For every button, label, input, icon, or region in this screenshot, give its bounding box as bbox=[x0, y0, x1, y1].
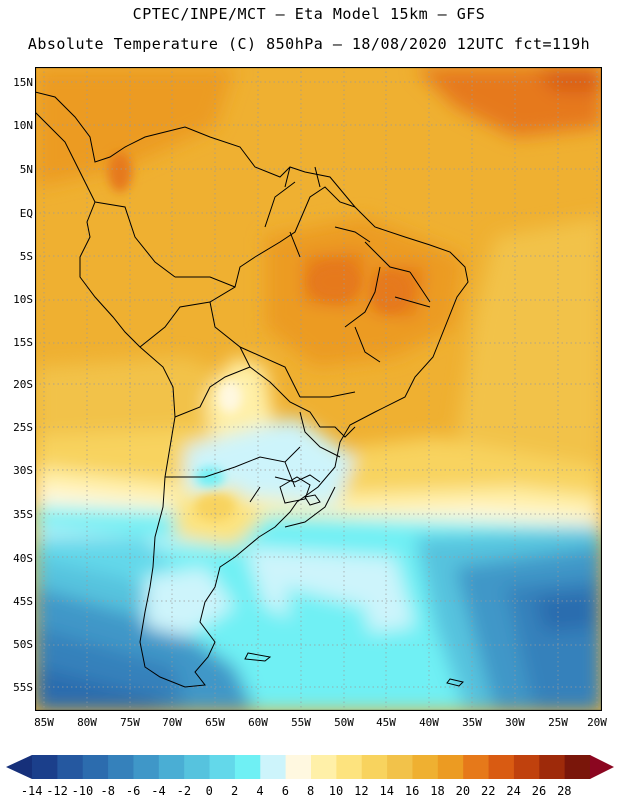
colorbar-label: 16 bbox=[404, 784, 420, 798]
colorbar-label: 4 bbox=[256, 784, 264, 798]
colorbar-label: 28 bbox=[557, 784, 572, 798]
colorbar-swatch bbox=[564, 755, 591, 779]
colorbar-label: -4 bbox=[151, 784, 166, 798]
map-title-line-2: Absolute Temperature (C) 850hPa – 18/08/… bbox=[27, 35, 591, 53]
lon-label: 30W bbox=[505, 716, 525, 729]
colorbar-swatch bbox=[184, 755, 210, 779]
colorbar-label: 2 bbox=[230, 784, 239, 798]
lat-label: 45S bbox=[13, 595, 33, 608]
lon-label: 75W bbox=[120, 716, 140, 729]
colorbar-swatch bbox=[311, 755, 337, 779]
colorbar-swatch bbox=[488, 755, 515, 779]
colorbar-label: -12 bbox=[46, 784, 68, 798]
colorbar-swatch bbox=[133, 755, 160, 779]
colorbar-swatch bbox=[82, 755, 109, 779]
colorbar-swatch bbox=[412, 755, 439, 779]
colorbar-label: 8 bbox=[307, 784, 315, 798]
lat-label: 30S bbox=[13, 464, 33, 477]
temperature-field bbox=[35, 67, 602, 711]
island-outline bbox=[244, 494, 464, 687]
colorbar-swatch bbox=[285, 755, 312, 779]
colorbar-label: 22 bbox=[480, 784, 496, 798]
temperature-map bbox=[34, 66, 603, 712]
colorbar-label: 12 bbox=[354, 784, 369, 798]
lat-label: 50S bbox=[13, 638, 33, 651]
colorbar-swatch bbox=[437, 755, 464, 779]
lake-outline bbox=[279, 476, 311, 504]
lat-label: 15S bbox=[13, 336, 33, 349]
continent-outline bbox=[34, 91, 469, 688]
lat-label: 10S bbox=[13, 293, 33, 306]
lat-label: 20S bbox=[13, 378, 33, 391]
colorbar-swatch bbox=[387, 755, 413, 779]
lon-label: 50W bbox=[334, 716, 354, 729]
colorbar-label: -10 bbox=[71, 784, 94, 798]
map-title-line-1: CPTEC/INPE/MCT – Eta Model 15km – GFS bbox=[132, 5, 486, 23]
lat-label: 5S bbox=[19, 250, 33, 263]
country-borders bbox=[94, 166, 431, 528]
colorbar-swatch bbox=[32, 755, 58, 779]
colorbar-swatch bbox=[57, 755, 84, 779]
colorbar-label: 0 bbox=[205, 784, 213, 798]
colorbar-swatch bbox=[539, 755, 566, 779]
lon-label: 65W bbox=[205, 716, 225, 729]
lat-label: 5N bbox=[19, 163, 33, 176]
colorbar-label: -8 bbox=[100, 784, 115, 798]
map-canvas bbox=[34, 66, 603, 712]
colorbar-label: 18 bbox=[430, 784, 445, 798]
colorbar-swatch bbox=[513, 755, 540, 779]
colorbar-swatch bbox=[234, 755, 261, 779]
lat-label: 35S bbox=[13, 508, 33, 521]
lat-label: 40S bbox=[13, 552, 33, 565]
lon-label: 45W bbox=[376, 716, 396, 729]
lat-label: 15N bbox=[13, 76, 33, 89]
colorbar-swatch bbox=[260, 755, 287, 779]
colorbar-label: 24 bbox=[506, 784, 521, 798]
colorbar-label: -14 bbox=[20, 784, 43, 798]
map-frame bbox=[34, 66, 603, 712]
coastline-borders bbox=[34, 91, 469, 688]
colorbar-label: 14 bbox=[379, 784, 394, 798]
colorbar-low-arrow bbox=[6, 755, 32, 779]
colorbar-label: 10 bbox=[328, 784, 344, 798]
graticule-lines bbox=[35, 67, 602, 711]
colorbar-swatch bbox=[158, 755, 185, 779]
lon-label: 25W bbox=[548, 716, 568, 729]
lon-label: 55W bbox=[291, 716, 311, 729]
colorbar bbox=[6, 755, 614, 779]
colorbar-swatch bbox=[463, 755, 489, 779]
lon-label: 70W bbox=[162, 716, 182, 729]
lon-label: 20W bbox=[587, 716, 607, 729]
colorbar-label: 26 bbox=[531, 784, 547, 798]
colorbar-label: 20 bbox=[455, 784, 471, 798]
lat-label: EQ bbox=[19, 207, 33, 220]
colorbar-swatch bbox=[108, 755, 134, 779]
colorbar-swatch bbox=[361, 755, 388, 779]
colorbar-swatch bbox=[209, 755, 236, 779]
colorbar-high-arrow bbox=[590, 755, 614, 779]
lon-label: 85W bbox=[34, 716, 54, 729]
colorbar-label: -2 bbox=[176, 784, 192, 798]
lon-label: 80W bbox=[77, 716, 97, 729]
colorbar-swatch bbox=[336, 755, 363, 779]
lat-label: 25S bbox=[13, 421, 33, 434]
lon-label: 40W bbox=[419, 716, 439, 729]
lat-label: 55S bbox=[13, 681, 33, 694]
lat-label: 10N bbox=[13, 119, 33, 132]
lon-label: 60W bbox=[248, 716, 268, 729]
lon-label: 35W bbox=[462, 716, 482, 729]
colorbar-label: 6 bbox=[281, 784, 289, 798]
colorbar-label: -6 bbox=[125, 784, 141, 798]
